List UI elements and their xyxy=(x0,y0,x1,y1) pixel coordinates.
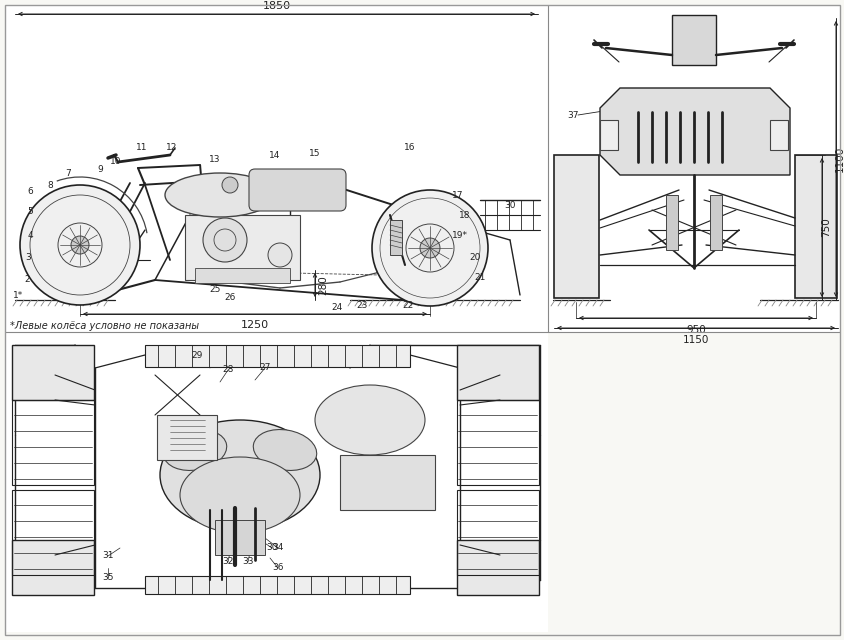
Bar xyxy=(672,15,716,65)
Bar xyxy=(457,400,539,485)
Bar xyxy=(457,490,539,575)
Text: 24: 24 xyxy=(332,303,343,312)
Text: 950: 950 xyxy=(686,325,706,335)
Bar xyxy=(710,195,722,250)
Polygon shape xyxy=(600,88,790,175)
Text: 1*: 1* xyxy=(13,291,23,301)
Text: 280: 280 xyxy=(318,275,328,295)
Text: 18: 18 xyxy=(459,211,471,220)
Text: 14: 14 xyxy=(269,150,281,159)
Text: 27: 27 xyxy=(259,364,271,372)
Text: 9: 9 xyxy=(97,166,103,175)
Circle shape xyxy=(268,243,292,267)
Bar xyxy=(554,155,599,298)
Text: 2: 2 xyxy=(24,275,30,285)
Text: 20: 20 xyxy=(469,253,481,262)
Text: 32: 32 xyxy=(222,557,234,566)
Text: 750: 750 xyxy=(821,218,831,237)
Text: 3: 3 xyxy=(25,253,31,262)
Bar xyxy=(5,5,548,332)
Bar xyxy=(457,540,539,595)
Bar xyxy=(457,345,539,400)
Ellipse shape xyxy=(160,420,320,530)
Circle shape xyxy=(420,238,440,258)
Text: 10: 10 xyxy=(111,157,122,166)
Bar xyxy=(600,120,618,150)
Text: 21: 21 xyxy=(474,273,485,282)
Bar xyxy=(145,576,410,594)
Bar xyxy=(548,5,840,332)
Text: 5: 5 xyxy=(27,207,33,216)
Circle shape xyxy=(372,190,488,306)
Text: 26: 26 xyxy=(225,294,235,303)
Text: 7: 7 xyxy=(65,168,71,177)
Ellipse shape xyxy=(253,429,316,470)
Circle shape xyxy=(71,236,89,254)
Text: 34: 34 xyxy=(273,543,284,552)
Bar xyxy=(770,120,788,150)
Text: 1250: 1250 xyxy=(241,320,269,330)
Text: 33: 33 xyxy=(242,557,254,566)
Bar xyxy=(666,195,678,250)
Bar xyxy=(215,520,265,555)
Text: 22: 22 xyxy=(403,301,414,310)
Text: 1850: 1850 xyxy=(263,1,291,11)
Text: 25: 25 xyxy=(209,285,220,294)
Text: 12: 12 xyxy=(166,143,178,152)
Text: 11: 11 xyxy=(136,143,148,152)
Text: 8: 8 xyxy=(47,180,53,189)
Text: *Левые колёса условно не показаны: *Левые колёса условно не показаны xyxy=(10,321,199,331)
Text: 30: 30 xyxy=(504,200,516,209)
Text: 1150: 1150 xyxy=(683,335,709,345)
Text: 1100: 1100 xyxy=(835,146,844,172)
Ellipse shape xyxy=(180,457,300,533)
Text: 17: 17 xyxy=(452,191,463,200)
Text: 4: 4 xyxy=(27,230,33,239)
Bar xyxy=(185,215,300,280)
Bar xyxy=(390,220,402,255)
Text: 30: 30 xyxy=(266,543,278,552)
Text: 29: 29 xyxy=(192,351,203,360)
Text: 6: 6 xyxy=(27,188,33,196)
Ellipse shape xyxy=(163,429,227,470)
Text: 37: 37 xyxy=(567,111,579,120)
Text: 36: 36 xyxy=(273,563,284,573)
Bar xyxy=(795,155,837,298)
Text: 28: 28 xyxy=(222,365,234,374)
Text: 35: 35 xyxy=(102,573,114,582)
Bar xyxy=(5,332,548,632)
Bar xyxy=(340,455,435,510)
Bar xyxy=(12,400,94,485)
Bar xyxy=(12,490,94,575)
Text: 15: 15 xyxy=(309,148,321,157)
Ellipse shape xyxy=(165,173,275,217)
Text: 13: 13 xyxy=(209,156,221,164)
Bar xyxy=(12,540,94,595)
Text: 31: 31 xyxy=(102,552,114,561)
Circle shape xyxy=(222,177,238,193)
Bar xyxy=(157,415,217,460)
Text: 23: 23 xyxy=(356,301,368,310)
Text: 16: 16 xyxy=(404,143,416,152)
Bar xyxy=(195,268,290,283)
Text: 19*: 19* xyxy=(452,232,468,241)
Circle shape xyxy=(20,185,140,305)
Circle shape xyxy=(203,218,247,262)
Bar xyxy=(12,345,94,400)
Ellipse shape xyxy=(315,385,425,455)
FancyBboxPatch shape xyxy=(249,169,346,211)
Bar xyxy=(145,345,410,367)
